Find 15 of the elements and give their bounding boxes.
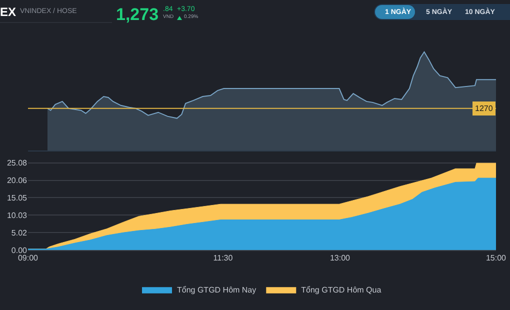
x-tick-label: 15:00	[486, 254, 507, 263]
x-tick-label: 09:00	[18, 254, 39, 263]
y-tick-label: 25.08	[6, 158, 28, 168]
y-tick-label: 5.02	[11, 228, 28, 238]
text: 1,273	[116, 5, 159, 24]
y-tick-label: 20.06	[6, 176, 28, 186]
legend-label: Tổng GTGD Hôm Qua	[301, 286, 382, 295]
legend-label: Tổng GTGD Hôm Nay	[177, 286, 256, 295]
y-tick-label: 10.03	[6, 210, 28, 220]
annotation: 1270	[475, 104, 494, 113]
x-tick-label: 13:00	[330, 254, 351, 263]
x-tick-label: 11:30	[213, 254, 234, 263]
y-tick-label: 15.05	[6, 193, 28, 202]
y-tick-label: 0.00	[11, 246, 28, 255]
text: EX	[0, 5, 16, 19]
